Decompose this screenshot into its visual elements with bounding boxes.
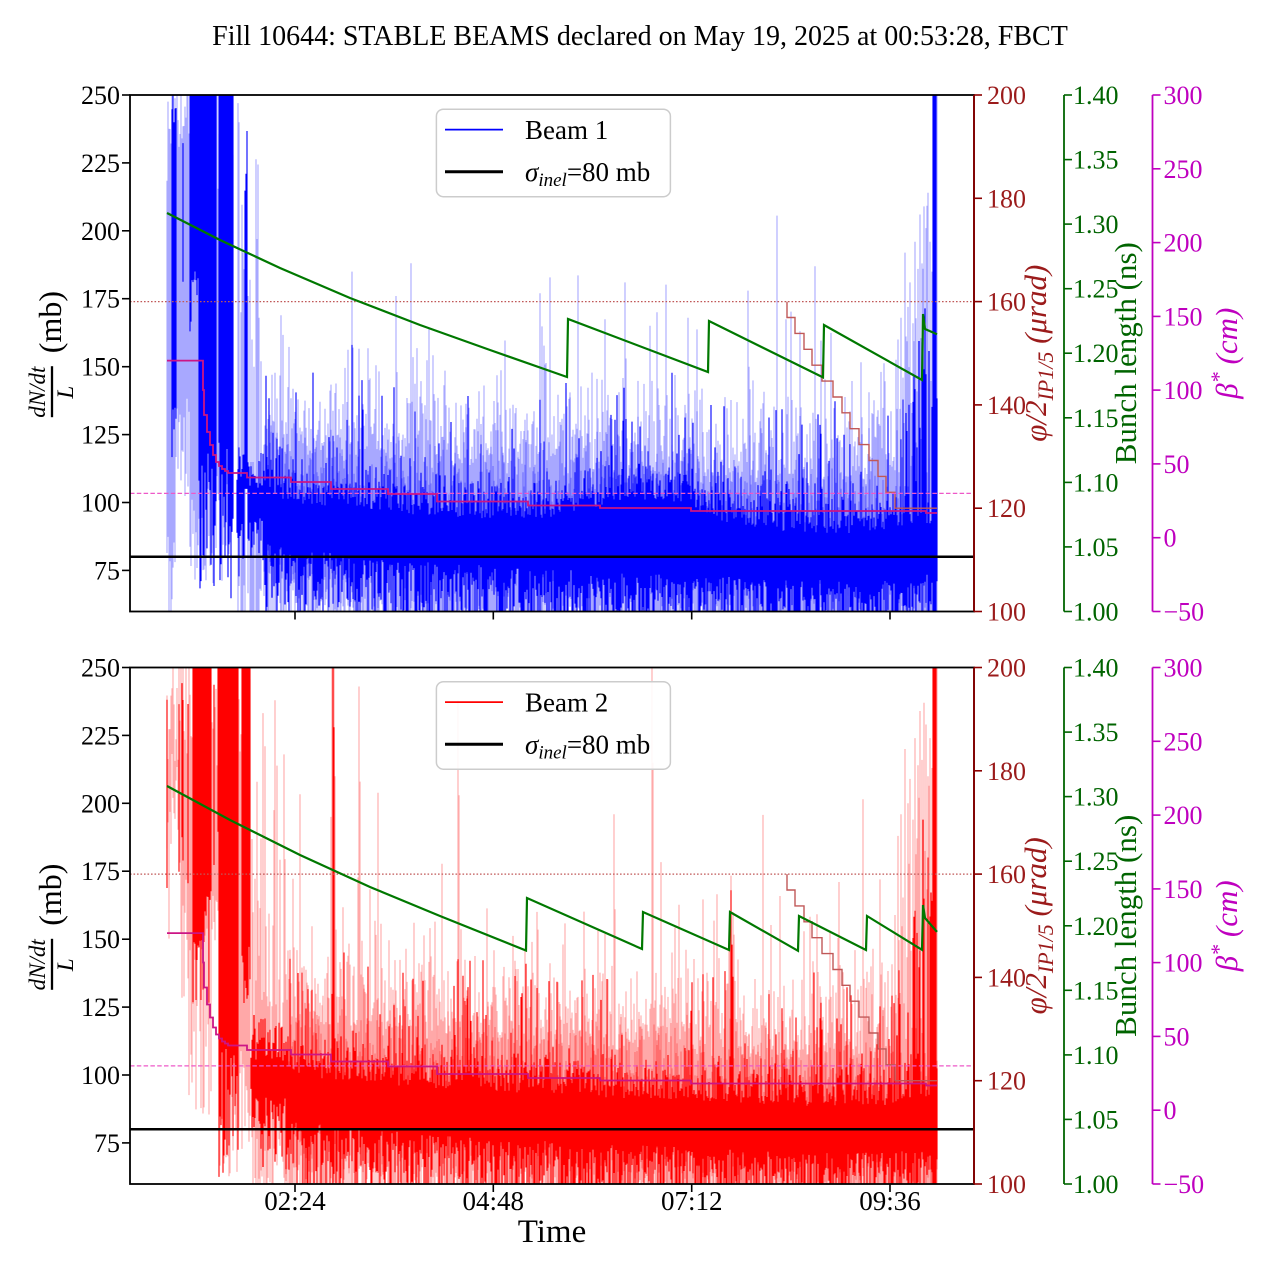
- svg-text:100: 100: [987, 1170, 1026, 1199]
- svg-text:1.00: 1.00: [1073, 1170, 1119, 1199]
- svg-text:250: 250: [1164, 727, 1203, 756]
- svg-text:1.15: 1.15: [1073, 976, 1119, 1005]
- svg-text:1.35: 1.35: [1073, 146, 1119, 175]
- svg-text:160: 160: [987, 288, 1026, 317]
- svg-text:250: 250: [81, 654, 120, 683]
- svg-text:σinel=80 mb: σinel=80 mb: [525, 730, 650, 764]
- svg-text:1.10: 1.10: [1073, 1041, 1119, 1070]
- svg-text:1.40: 1.40: [1073, 81, 1119, 110]
- svg-text:225: 225: [81, 149, 120, 178]
- svg-text:150: 150: [81, 353, 120, 382]
- svg-text:75: 75: [94, 556, 120, 585]
- svg-text:Bunch length (ns): Bunch length (ns): [1108, 242, 1143, 464]
- svg-text:dN/dt: dN/dt: [25, 366, 50, 418]
- svg-text:140: 140: [987, 391, 1026, 420]
- svg-text:125: 125: [81, 993, 120, 1022]
- svg-text:1.20: 1.20: [1073, 912, 1119, 941]
- svg-text:100: 100: [1164, 949, 1203, 978]
- svg-text:0: 0: [1164, 524, 1177, 553]
- svg-text:0: 0: [1164, 1096, 1177, 1125]
- svg-text:02:24: 02:24: [264, 1186, 326, 1216]
- svg-text:180: 180: [987, 184, 1026, 213]
- svg-text:(mb): (mb): [32, 291, 68, 353]
- svg-text:1.30: 1.30: [1073, 210, 1119, 239]
- svg-text:dN/dt: dN/dt: [25, 939, 50, 991]
- svg-text:β* (cm): β* (cm): [1206, 308, 1244, 400]
- svg-text:Beam 1: Beam 1: [525, 115, 608, 145]
- svg-text:75: 75: [94, 1129, 120, 1158]
- svg-text:200: 200: [1164, 801, 1203, 830]
- svg-text:(mb): (mb): [32, 864, 68, 926]
- svg-text:L: L: [53, 386, 78, 400]
- svg-text:Fill 10644: STABLE BEAMS decla: Fill 10644: STABLE BEAMS declared on May…: [212, 21, 1068, 52]
- svg-text:04:48: 04:48: [463, 1186, 525, 1216]
- svg-text:09:36: 09:36: [859, 1186, 921, 1216]
- svg-text:β* (cm): β* (cm): [1206, 880, 1244, 972]
- svg-text:120: 120: [987, 494, 1026, 523]
- svg-text:125: 125: [81, 421, 120, 450]
- svg-text:1.25: 1.25: [1073, 847, 1119, 876]
- svg-text:175: 175: [81, 857, 120, 886]
- svg-text:1.25: 1.25: [1073, 275, 1119, 304]
- svg-text:1.05: 1.05: [1073, 1105, 1119, 1134]
- svg-text:175: 175: [81, 285, 120, 314]
- svg-text:Time: Time: [518, 1214, 586, 1250]
- svg-text:100: 100: [987, 598, 1026, 627]
- svg-text:200: 200: [987, 654, 1026, 683]
- svg-text:160: 160: [987, 860, 1026, 889]
- svg-text:50: 50: [1164, 450, 1190, 479]
- svg-text:L: L: [53, 958, 78, 972]
- svg-text:1.30: 1.30: [1073, 783, 1119, 812]
- svg-text:σinel=80 mb: σinel=80 mb: [525, 157, 650, 191]
- svg-text:φ/2IP1/5 (μrad): φ/2IP1/5 (μrad): [1018, 265, 1058, 442]
- svg-text:150: 150: [81, 925, 120, 954]
- svg-text:φ/2IP1/5 (μrad): φ/2IP1/5 (μrad): [1018, 837, 1058, 1014]
- svg-text:1.15: 1.15: [1073, 404, 1119, 433]
- svg-text:300: 300: [1164, 81, 1203, 110]
- svg-text:50: 50: [1164, 1022, 1190, 1051]
- svg-text:100: 100: [81, 489, 120, 518]
- svg-text:250: 250: [81, 81, 120, 110]
- svg-text:200: 200: [81, 789, 120, 818]
- svg-text:120: 120: [987, 1067, 1026, 1096]
- svg-text:180: 180: [987, 757, 1026, 786]
- svg-text:07:12: 07:12: [661, 1186, 723, 1216]
- svg-text:150: 150: [1164, 302, 1203, 331]
- svg-text:100: 100: [1164, 376, 1203, 405]
- svg-text:225: 225: [81, 721, 120, 750]
- svg-text:−50: −50: [1164, 1170, 1205, 1199]
- svg-text:−50: −50: [1164, 598, 1205, 627]
- svg-text:200: 200: [987, 81, 1026, 110]
- svg-text:250: 250: [1164, 155, 1203, 184]
- svg-text:1.20: 1.20: [1073, 339, 1119, 368]
- svg-text:200: 200: [1164, 229, 1203, 258]
- svg-text:Bunch length (ns): Bunch length (ns): [1108, 815, 1143, 1037]
- svg-text:1.35: 1.35: [1073, 718, 1119, 747]
- svg-text:Beam 2: Beam 2: [525, 688, 608, 718]
- svg-text:1.05: 1.05: [1073, 533, 1119, 562]
- svg-text:1.00: 1.00: [1073, 598, 1119, 627]
- svg-text:150: 150: [1164, 875, 1203, 904]
- svg-text:300: 300: [1164, 654, 1203, 683]
- svg-text:140: 140: [987, 963, 1026, 992]
- svg-text:100: 100: [81, 1061, 120, 1090]
- svg-text:1.40: 1.40: [1073, 654, 1119, 683]
- svg-text:200: 200: [81, 217, 120, 246]
- svg-text:1.10: 1.10: [1073, 468, 1119, 497]
